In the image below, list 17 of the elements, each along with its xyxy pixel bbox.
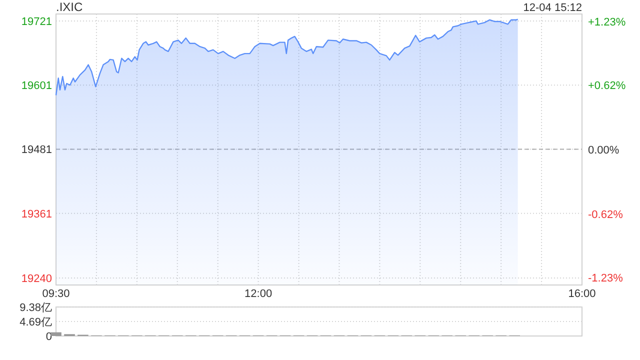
y2-tick-label: -1.23% [588, 272, 624, 285]
y2-tick-label: +1.23% [588, 16, 626, 28]
text: 12-04 15:12 [523, 2, 582, 14]
x-tick-label: 12:00 [244, 288, 272, 300]
y-tick-label: 9.38亿 [20, 302, 52, 314]
chart-title: .IXIC [56, 0, 84, 14]
y2-tick-label: -0.62% [588, 209, 624, 222]
y-tick-label: 4.69亿 [20, 316, 52, 328]
x-tick-label: 09:30 [42, 288, 70, 300]
x-tick-label: 16:00 [568, 288, 596, 300]
y2-tick-label: 0.00% [588, 144, 620, 156]
y2-tick-label: +0.62% [588, 80, 626, 92]
y-tick-label: 19481 [21, 144, 52, 156]
y-tick-label: 19361 [21, 208, 52, 220]
y-tick-label: 19721 [21, 16, 52, 28]
y-tick-label: 19601 [21, 80, 52, 92]
y-tick-label: 19240 [21, 273, 52, 286]
